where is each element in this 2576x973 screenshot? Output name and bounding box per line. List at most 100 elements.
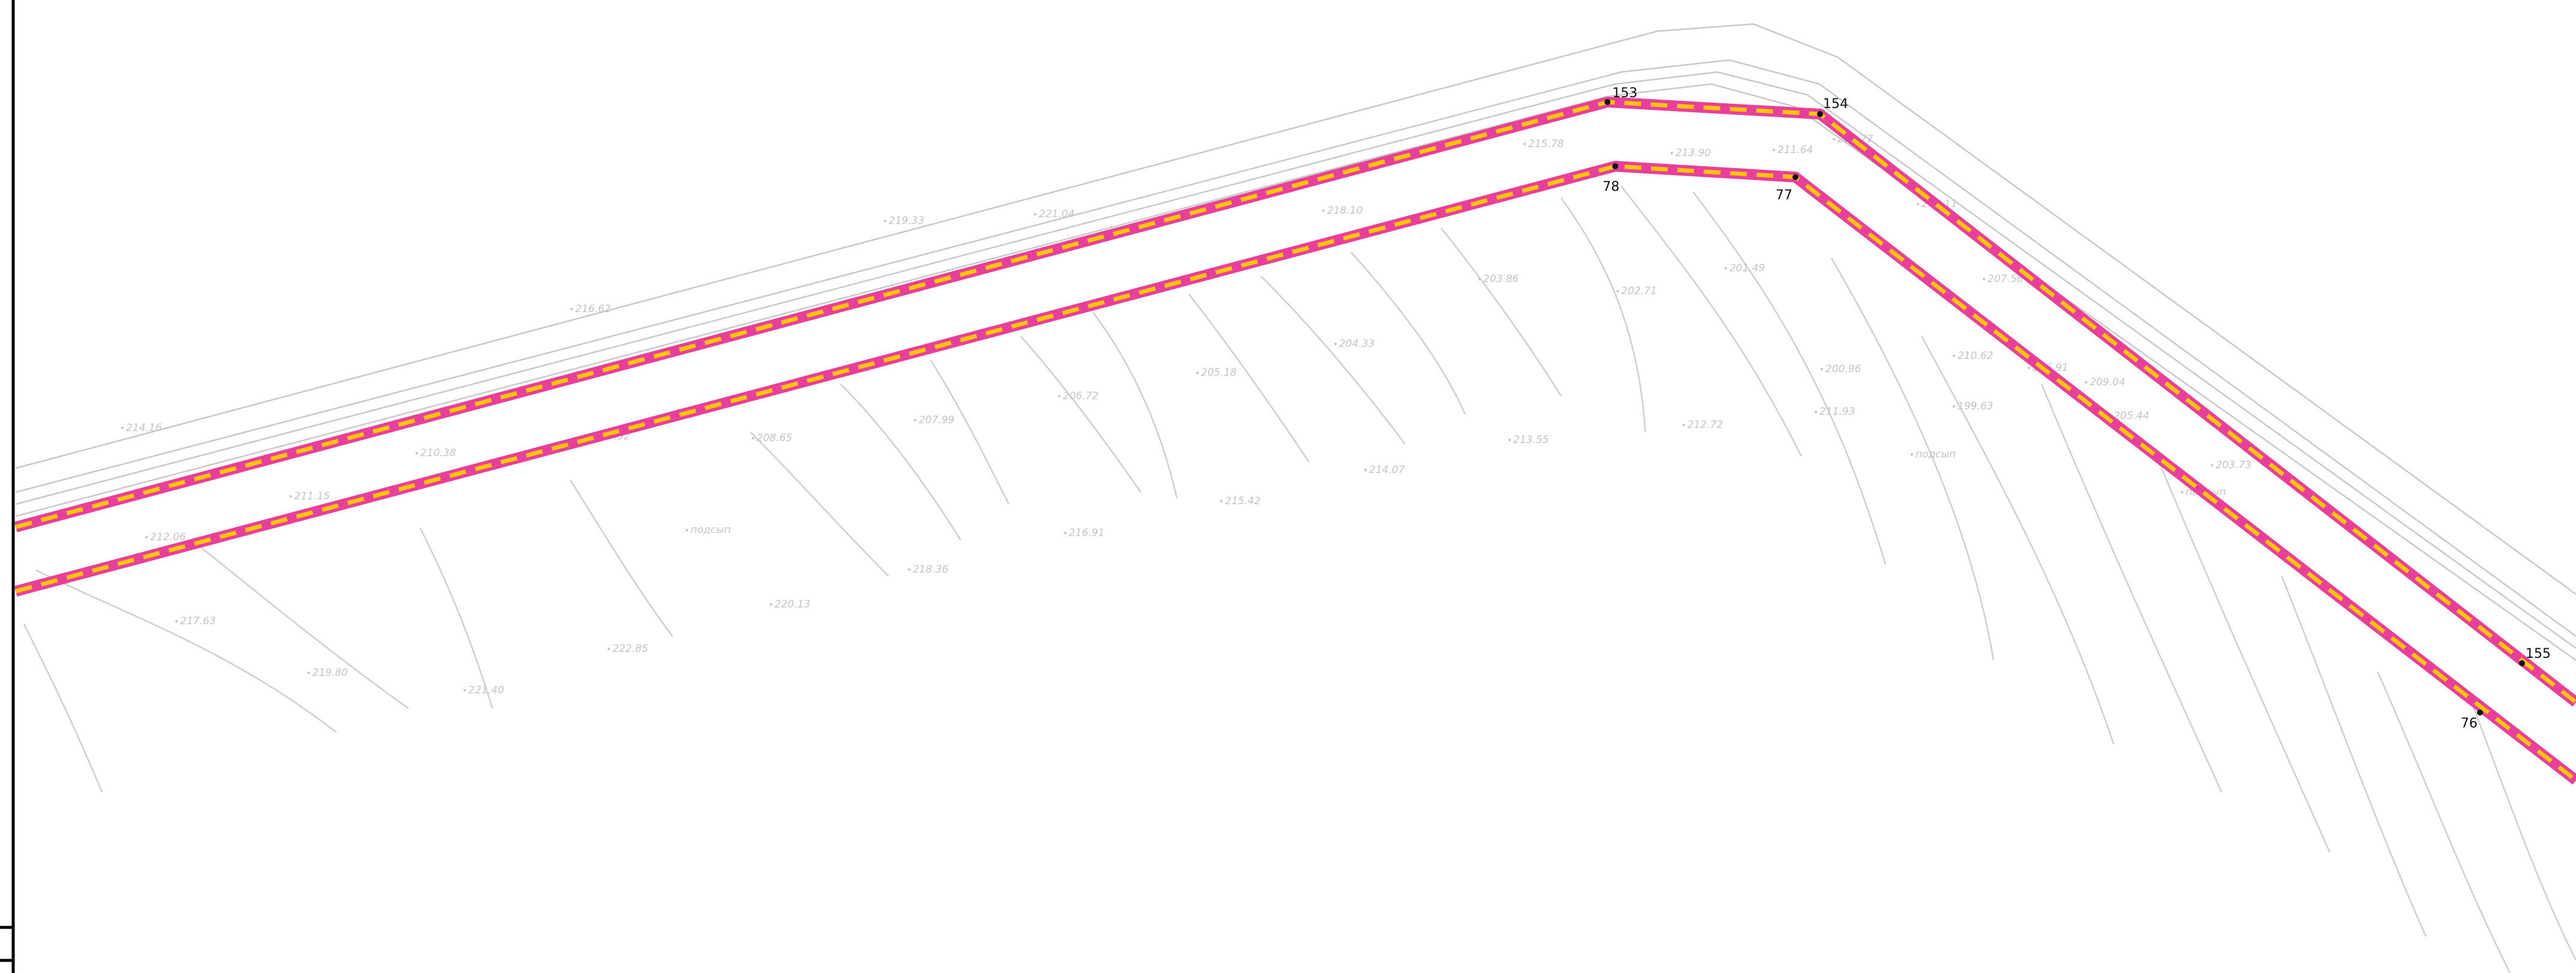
elevation-label: 205.44 xyxy=(2114,410,2149,422)
elevation-label: 221.04 xyxy=(1039,208,1074,220)
outer-boundary-dash xyxy=(15,100,2576,704)
boundary-point-77[interactable] xyxy=(1792,174,1798,180)
contour-line xyxy=(2377,672,2511,973)
contour-line xyxy=(750,432,889,577)
elevation-label: 202.71 xyxy=(1621,285,1657,297)
elevation-point xyxy=(1322,209,1325,212)
contour-line xyxy=(2040,384,2223,793)
elevation-point xyxy=(175,620,178,622)
elevation-point xyxy=(770,603,772,606)
elevation-label: 221.40 xyxy=(468,684,504,696)
elevation-label: 211.93 xyxy=(1819,406,1855,418)
elevation-point xyxy=(1196,372,1199,374)
elevation-label: 210.38 xyxy=(420,447,456,459)
boundary-point-label-155: 155 xyxy=(2526,646,2551,661)
elevation-point xyxy=(1478,278,1481,280)
elevation-label: 217.63 xyxy=(180,615,216,627)
inner-boundary-dash xyxy=(15,164,2576,782)
elevation-point xyxy=(1616,290,1619,292)
inner-boundary-band xyxy=(14,161,2576,785)
elevation-label: 214.07 xyxy=(1369,464,1405,476)
contour-line xyxy=(569,480,674,637)
elevation-point xyxy=(1917,203,1919,205)
boundary-point-153[interactable] xyxy=(1604,99,1610,105)
elevation-point xyxy=(1670,152,1673,154)
elevation-label: 206.72 xyxy=(1063,390,1098,402)
contour-line xyxy=(23,624,103,793)
contour-line xyxy=(1092,312,1178,499)
boundary-point-label-78: 78 xyxy=(1603,179,1619,194)
elevation-point xyxy=(1334,343,1337,345)
elevation-label: 222.85 xyxy=(612,643,648,655)
contour-line xyxy=(35,569,337,733)
elevation-point xyxy=(884,220,886,222)
elevation-point xyxy=(1220,500,1223,502)
elevation-label: 201.49 xyxy=(1729,262,1765,274)
elevation-label: подсып xyxy=(1915,448,1956,460)
elevation-point xyxy=(608,648,610,650)
elevation-label: 212.06 xyxy=(150,531,186,543)
elevation-point xyxy=(1508,439,1511,441)
contour-line xyxy=(1830,258,1995,661)
elevation-label: 216.62 xyxy=(575,303,611,315)
boundary-points: 153 154 155 78 77 76 xyxy=(1603,86,2551,731)
elevation-point xyxy=(1821,368,1823,370)
contour-line xyxy=(1560,197,1646,433)
elevation-point xyxy=(1725,267,1727,270)
contour-line xyxy=(2281,576,2427,937)
elevation-label: 219.33 xyxy=(889,215,924,227)
elevation-label: 209.04 xyxy=(2090,376,2125,388)
contour-lines xyxy=(23,185,2576,973)
elevation-label: 219.80 xyxy=(312,667,348,679)
boundary-point-label-77: 77 xyxy=(1776,188,1792,203)
elevation-point xyxy=(1983,278,1985,280)
contour-line xyxy=(192,540,409,709)
elevation-label: 210.62 xyxy=(1958,350,1993,362)
elevation-point xyxy=(908,568,910,571)
elevation-label: 216.91 xyxy=(1069,527,1104,539)
boundary-point-155[interactable] xyxy=(2519,660,2525,666)
elevation-label: 203.73 xyxy=(2216,459,2251,471)
elevation-point xyxy=(1815,411,1817,413)
elevation-point xyxy=(1523,143,1526,145)
elevation-point xyxy=(1058,395,1060,397)
elevation-label: 218.36 xyxy=(913,564,949,576)
boundary-point-label-154: 154 xyxy=(1823,97,1848,112)
elevation-label: 207.58 xyxy=(1988,273,2024,285)
boundary-point-154[interactable] xyxy=(1817,111,1823,117)
elevation-point xyxy=(1683,424,1685,426)
elevation-label: 211.15 xyxy=(294,490,330,502)
boundary-point-76[interactable] xyxy=(2477,709,2483,715)
elevation-point xyxy=(416,452,418,454)
contour-line xyxy=(840,384,962,541)
elevation-point xyxy=(752,437,754,439)
boundary-point-label-153: 153 xyxy=(1612,86,1637,101)
elevation-point xyxy=(914,419,916,421)
road-edge-2 xyxy=(15,59,2576,637)
contour-line xyxy=(1692,191,1887,565)
boundary-point-label-76: 76 xyxy=(2461,716,2478,731)
contour-line xyxy=(2473,708,2576,961)
elevation-label: 207.99 xyxy=(919,414,954,426)
elevation-point xyxy=(289,495,292,498)
contour-line xyxy=(1020,336,1142,493)
elevation-label: подсып xyxy=(691,524,731,536)
elevation-point xyxy=(2028,367,2030,369)
elevation-point xyxy=(1064,532,1066,534)
contour-line xyxy=(1441,227,1562,397)
elevation-label: 205.18 xyxy=(1201,367,1237,379)
road-edge-3 xyxy=(15,71,2576,649)
contour-line xyxy=(1188,294,1310,463)
elevation-point xyxy=(2211,464,2213,466)
contour-line xyxy=(419,528,494,709)
elevation-point xyxy=(1953,405,1955,408)
elevation-point xyxy=(121,427,124,429)
elevation-label: 215.42 xyxy=(1225,495,1260,507)
elevation-point xyxy=(1364,469,1367,471)
elevation-label: 218.10 xyxy=(1327,205,1362,217)
boundary-point-78[interactable] xyxy=(1612,163,1618,169)
elevation-label: 208.65 xyxy=(757,432,792,444)
elevation-point xyxy=(1773,149,1775,151)
contour-line xyxy=(1621,185,1803,457)
